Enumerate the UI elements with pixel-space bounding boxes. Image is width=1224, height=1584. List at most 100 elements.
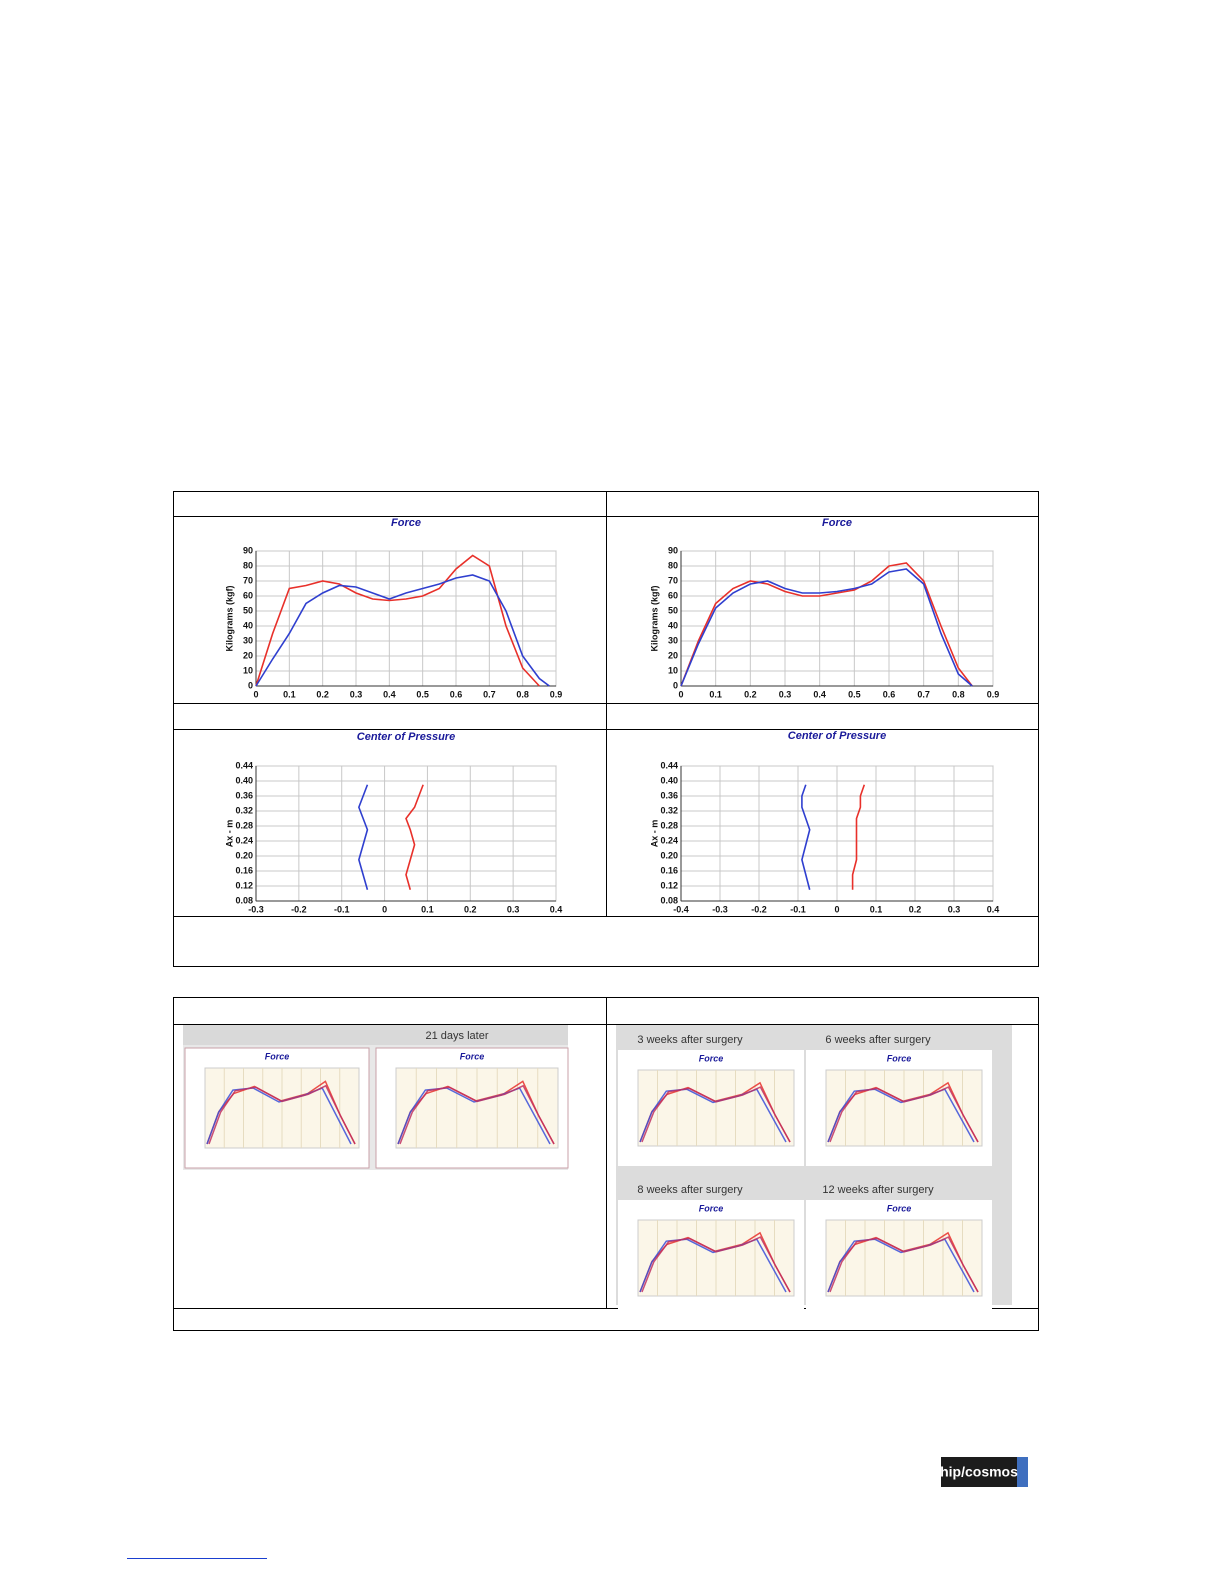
y-tick-label: 60 <box>668 590 678 600</box>
x-tick-label: 0.3 <box>350 689 363 699</box>
y-tick-label: 0.32 <box>235 805 253 815</box>
thumb-curve <box>399 1084 555 1145</box>
y-tick-label: 30 <box>668 635 678 645</box>
y-tick-label: 0.36 <box>660 790 678 800</box>
thumb-curve <box>827 1238 975 1293</box>
x-tick-label: 0.8 <box>516 689 529 699</box>
y-tick-label: 0.28 <box>235 820 253 830</box>
y-tick-label: 70 <box>243 575 253 585</box>
x-tick-label: -0.2 <box>751 904 767 914</box>
data-line <box>801 784 811 890</box>
plot-area <box>255 765 557 902</box>
x-tick-label: -0.1 <box>790 904 806 914</box>
thumb-title: Force <box>887 1203 912 1213</box>
x-tick-label: 0.1 <box>870 904 883 914</box>
thumb-curve <box>641 1086 791 1143</box>
y-tick-label: 0.20 <box>660 850 678 860</box>
x-tick-label: 0.7 <box>917 689 930 699</box>
thumb-curve <box>829 1086 979 1143</box>
x-tick-label: 0 <box>382 904 387 914</box>
y-tick-label: 30 <box>243 635 253 645</box>
y-axis-label: Ax - m <box>224 820 234 848</box>
y-axis-label: Ax - m <box>649 820 659 848</box>
y-tick-label: 0.12 <box>660 880 678 890</box>
logo-accent <box>1017 1457 1028 1487</box>
y-tick-label: 70 <box>668 575 678 585</box>
data-line <box>405 784 424 890</box>
thumb-curve <box>208 1084 356 1145</box>
x-tick-label: 0.3 <box>948 904 961 914</box>
y-tick-label: 0.24 <box>660 835 678 845</box>
x-tick-label: 0.6 <box>450 689 463 699</box>
x-tick-label: 0 <box>834 904 839 914</box>
x-tick-label: 0.4 <box>383 689 396 699</box>
x-tick-label: 0.7 <box>483 689 496 699</box>
x-tick-label: 0.1 <box>283 689 296 699</box>
y-tick-label: 60 <box>243 590 253 600</box>
thumb-curve <box>206 1087 352 1145</box>
thumb-caption: 3 weeks after surgery <box>637 1034 743 1046</box>
y-tick-label: 80 <box>668 560 678 570</box>
x-tick-label: 0 <box>678 689 683 699</box>
x-tick-label: 0.3 <box>779 689 792 699</box>
x-tick-label: -0.4 <box>673 904 689 914</box>
y-tick-label: 0.24 <box>235 835 253 845</box>
data-line <box>358 784 369 890</box>
plot-area <box>255 550 557 687</box>
thumb-title: Force <box>460 1051 485 1061</box>
y-tick-label: 0.16 <box>660 865 678 875</box>
x-tick-label: 0.4 <box>987 904 1000 914</box>
thumb-caption: 6 weeks after surgery <box>825 1034 931 1046</box>
chart-title: Force <box>391 517 421 529</box>
thumb-curve <box>641 1236 791 1293</box>
thumb-curve <box>827 1088 975 1143</box>
thumb-title: Force <box>265 1051 290 1061</box>
y-tick-label: 0.40 <box>235 775 253 785</box>
chart-title: Center of Pressure <box>357 731 455 743</box>
x-tick-label: 0.2 <box>464 904 477 914</box>
chart-title: Center of Pressure <box>788 730 886 742</box>
x-tick-label: -0.1 <box>334 904 350 914</box>
thumb-curve <box>639 1238 787 1293</box>
x-tick-label: 0.4 <box>550 904 563 914</box>
y-tick-label: 10 <box>243 665 253 675</box>
logo: hip/cosmos <box>940 1464 1018 1480</box>
x-tick-label: 0.9 <box>550 689 563 699</box>
y-tick-label: 0.08 <box>660 895 678 905</box>
x-tick-label: 0.6 <box>883 689 896 699</box>
y-tick-label: 0 <box>673 680 678 690</box>
y-tick-label: 0 <box>248 680 253 690</box>
thumb-caption: 8 weeks after surgery <box>637 1184 743 1196</box>
y-tick-label: 90 <box>243 545 253 555</box>
data-line <box>255 574 550 687</box>
x-tick-label: 0.1 <box>709 689 722 699</box>
y-axis-label: Kilograms (kgf) <box>224 585 234 651</box>
y-tick-label: 0.20 <box>235 850 253 860</box>
y-tick-label: 50 <box>243 605 253 615</box>
y-tick-label: 20 <box>243 650 253 660</box>
y-tick-label: 90 <box>668 545 678 555</box>
y-tick-label: 0.12 <box>235 880 253 890</box>
x-tick-label: 0 <box>253 689 258 699</box>
data-line <box>680 568 973 687</box>
y-tick-label: 0.36 <box>235 790 253 800</box>
x-tick-label: 0.2 <box>744 689 757 699</box>
data-line <box>851 784 866 890</box>
y-tick-label: 0.44 <box>235 760 253 770</box>
thumb-curve <box>829 1236 979 1293</box>
x-tick-label: 0.2 <box>909 904 922 914</box>
thumb-title: Force <box>887 1053 912 1063</box>
y-tick-label: 80 <box>243 560 253 570</box>
y-tick-label: 0.44 <box>660 760 678 770</box>
y-tick-label: 0.16 <box>235 865 253 875</box>
thumb-curve <box>397 1087 551 1145</box>
thumb-caption: 21 days later <box>426 1030 489 1042</box>
y-tick-label: 40 <box>243 620 253 630</box>
x-tick-label: 0.9 <box>987 689 1000 699</box>
data-line <box>680 562 973 687</box>
y-tick-label: 0.08 <box>235 895 253 905</box>
thumb-title: Force <box>699 1053 724 1063</box>
x-tick-label: 0.4 <box>813 689 826 699</box>
y-tick-label: 50 <box>668 605 678 615</box>
